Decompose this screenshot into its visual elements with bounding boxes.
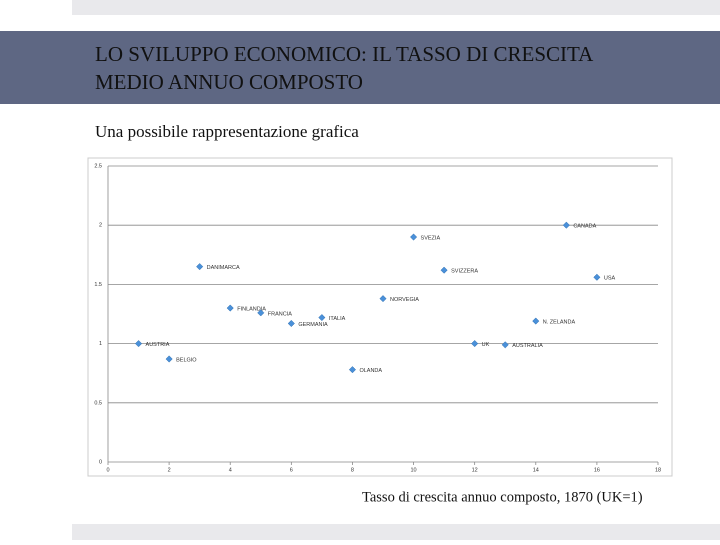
y-tick-label: 2 [99,223,102,229]
point-label: FRANCIA [268,311,292,317]
chart-frame [87,157,673,477]
point [318,313,326,322]
title-band [0,31,720,104]
x-tick-label: 14 [533,467,539,473]
point-label: USA [604,276,616,282]
point-label: AUSTRALIA [512,343,543,349]
point-label: AUSTRIA [146,342,170,348]
x-tick-label: 12 [472,467,478,473]
point [501,341,509,349]
point [562,221,570,229]
x-tick-label: 0 [106,467,109,473]
point-label: OLANDA [359,368,382,374]
point [348,366,356,374]
top-strip [72,0,720,15]
point [410,233,418,241]
slide-title: LO SVILUPPO ECONOMICO: IL TASSO DI CRESC… [95,42,594,66]
point-label: GERMANIA [298,322,328,328]
point-label: SVEZIA [421,235,441,241]
point [135,340,143,348]
point-label: BELGIO [176,357,197,363]
y-tick-label: 0 [99,459,102,465]
x-tick-label: 18 [655,467,661,473]
point-label: ITALIA [329,316,346,322]
plot: 0 0.5 1 1.5 2 2.5 0 2 4 6 8 10 12 14 16 18 AUSTRIA BELGIO… [94,163,661,473]
x-tick-label: 8 [351,467,354,473]
slide-title: MEDIO ANNUO COMPOSTO [95,70,363,94]
x-tick-label: 6 [290,467,293,473]
bottom-strip [72,524,720,540]
y-tick-label: 1 [99,341,102,347]
point [593,273,601,281]
point [440,266,448,274]
point [379,295,387,303]
point-label: SVIZZERA [451,269,478,275]
y-tick-label: 0.5 [94,400,102,406]
point-label: DANIMARCA [207,265,240,271]
point-label: FINLANDIA [237,307,266,313]
point [257,309,265,317]
point [471,340,479,348]
x-tick-label: 10 [410,467,416,473]
y-tick-label: 1.5 [94,282,102,288]
x-tick-label: 16 [594,467,600,473]
point [165,355,173,363]
point [287,319,295,328]
x-tick-label: 2 [168,467,171,473]
point [196,263,204,271]
point [532,317,540,325]
point-label: UK [482,342,490,348]
point [226,304,234,312]
point-label: N. ZELANDA [543,320,576,326]
point-label: CANADA [573,224,596,230]
x-tick-label: 4 [229,467,232,473]
point-label: NORVEGIA [390,297,419,303]
y-tick-label: 2.5 [94,163,102,169]
subtitle: Una possibile rappresentazione grafica [95,122,359,141]
caption: Tasso di crescita annuo composto, 1870 (… [362,489,643,505]
